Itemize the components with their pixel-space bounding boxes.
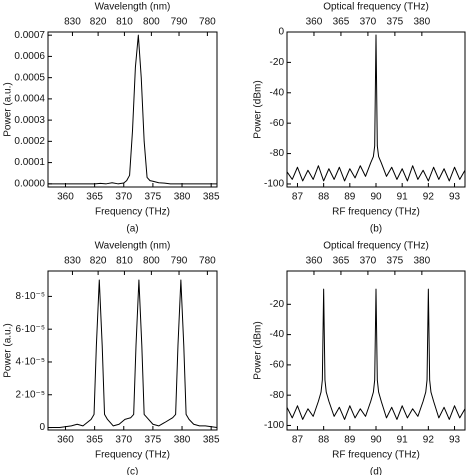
- caption: (d): [370, 467, 382, 475]
- y-tick-label: 0: [278, 27, 284, 38]
- x2-axis-label: Wavelength (nm): [95, 2, 171, 13]
- x2-axis-label: Optical frequency (THz): [323, 241, 429, 252]
- x2-tick-label: 370: [360, 256, 377, 267]
- x-tick-label: 87: [292, 192, 304, 203]
- y-tick-label: -80: [270, 390, 285, 401]
- x-axis-label: Frequency (THz): [95, 207, 170, 218]
- x2-tick-label: 365: [333, 256, 350, 267]
- x-axis-label: RF frequency (THz): [332, 450, 420, 461]
- y-tick-label: 0.0004: [14, 94, 45, 105]
- x2-tick-label: 780: [199, 256, 216, 267]
- x-tick-label: 370: [115, 435, 132, 446]
- y-axis-label: Power (dBm): [253, 321, 264, 379]
- x2-tick-label: 375: [387, 256, 404, 267]
- x2-tick-label: 365: [333, 17, 350, 28]
- y-tick-label: 0.0003: [14, 115, 45, 126]
- x-tick-label: 380: [174, 192, 191, 203]
- y-axis-label: Power (a.u.): [3, 323, 14, 377]
- x2-tick-label: 830: [64, 256, 81, 267]
- x-tick-label: 91: [397, 435, 409, 446]
- y-tick-label: -60: [270, 118, 285, 129]
- y-tick-label: -60: [270, 360, 285, 371]
- caption: (a): [126, 224, 138, 235]
- x-tick-label: 375: [145, 192, 162, 203]
- y-tick-label: 2·10⁻⁵: [16, 389, 45, 400]
- x-axis-label: Frequency (THz): [95, 450, 170, 461]
- data-line: [286, 288, 466, 420]
- y-tick-label: 0.0006: [14, 51, 45, 62]
- x2-tick-label: 830: [64, 17, 81, 28]
- x-axis-label: RF frequency (THz): [332, 207, 420, 218]
- x-tick-label: 91: [397, 192, 409, 203]
- x2-tick-label: 780: [199, 17, 216, 28]
- plot-frame: [47, 31, 218, 188]
- y-tick-label: -80: [270, 148, 285, 159]
- x2-axis-label: Wavelength (nm): [95, 241, 171, 252]
- x-tick-label: 93: [449, 435, 461, 446]
- y-tick-label: 4·10⁻⁵: [16, 357, 45, 368]
- x2-tick-label: 380: [414, 256, 431, 267]
- x2-tick-label: 360: [306, 256, 323, 267]
- x2-tick-label: 820: [90, 17, 107, 28]
- x2-tick-label: 380: [414, 17, 431, 28]
- x-tick-label: 93: [449, 192, 461, 203]
- x-tick-label: 385: [203, 192, 220, 203]
- x-tick-label: 89: [344, 435, 356, 446]
- data-line: [48, 279, 218, 429]
- y-tick-label: -40: [270, 329, 285, 340]
- x2-tick-label: 790: [171, 256, 188, 267]
- y-tick-label: -20: [270, 299, 285, 310]
- x-tick-label: 90: [370, 192, 382, 203]
- x-tick-label: 89: [344, 192, 356, 203]
- y-tick-label: 0.0002: [14, 136, 45, 147]
- x2-tick-label: 810: [116, 17, 133, 28]
- x-tick-label: 360: [57, 435, 74, 446]
- x-tick-label: 92: [423, 192, 435, 203]
- x-tick-label: 370: [115, 192, 132, 203]
- x2-tick-label: 800: [143, 17, 160, 28]
- x2-tick-label: 790: [171, 17, 188, 28]
- x-tick-label: 365: [86, 192, 103, 203]
- y-tick-label: 6·10⁻⁵: [16, 324, 45, 335]
- x2-tick-label: 375: [387, 17, 404, 28]
- x2-tick-label: 370: [360, 17, 377, 28]
- x2-axis-label: Optical frequency (THz): [323, 2, 429, 13]
- y-tick-label: 0.0005: [14, 72, 45, 83]
- y-tick-label: -40: [270, 87, 285, 98]
- x2-tick-label: 360: [306, 17, 323, 28]
- x-tick-label: 90: [370, 435, 382, 446]
- y-tick-label: 8·10⁻⁵: [16, 291, 45, 302]
- x-tick-label: 92: [423, 435, 435, 446]
- data-line: [48, 34, 217, 185]
- x-tick-label: 365: [86, 435, 103, 446]
- plot-frame: [47, 270, 218, 431]
- x2-tick-label: 820: [90, 256, 107, 267]
- x-tick-label: 88: [318, 192, 330, 203]
- x-tick-label: 88: [318, 435, 330, 446]
- y-tick-label: -100: [264, 420, 284, 431]
- y-tick-label: 0: [39, 422, 45, 433]
- caption: (b): [370, 224, 382, 235]
- y-tick-label: -100: [264, 179, 284, 190]
- y-tick-label: 0.0001: [14, 157, 45, 168]
- x-tick-label: 87: [292, 435, 304, 446]
- x-tick-label: 375: [145, 435, 162, 446]
- x2-tick-label: 800: [143, 256, 160, 267]
- x2-tick-label: 810: [116, 256, 133, 267]
- data-line: [286, 34, 466, 182]
- caption: (c): [127, 467, 139, 475]
- y-tick-label: 0.0000: [14, 178, 45, 189]
- x-tick-label: 360: [57, 192, 74, 203]
- y-axis-label: Power (a.u.): [3, 82, 14, 136]
- y-tick-label: 0.0007: [14, 30, 45, 41]
- y-axis-label: Power (dBm): [253, 80, 264, 138]
- x-tick-label: 380: [174, 435, 191, 446]
- x-tick-label: 385: [203, 435, 220, 446]
- y-tick-label: -20: [270, 57, 285, 68]
